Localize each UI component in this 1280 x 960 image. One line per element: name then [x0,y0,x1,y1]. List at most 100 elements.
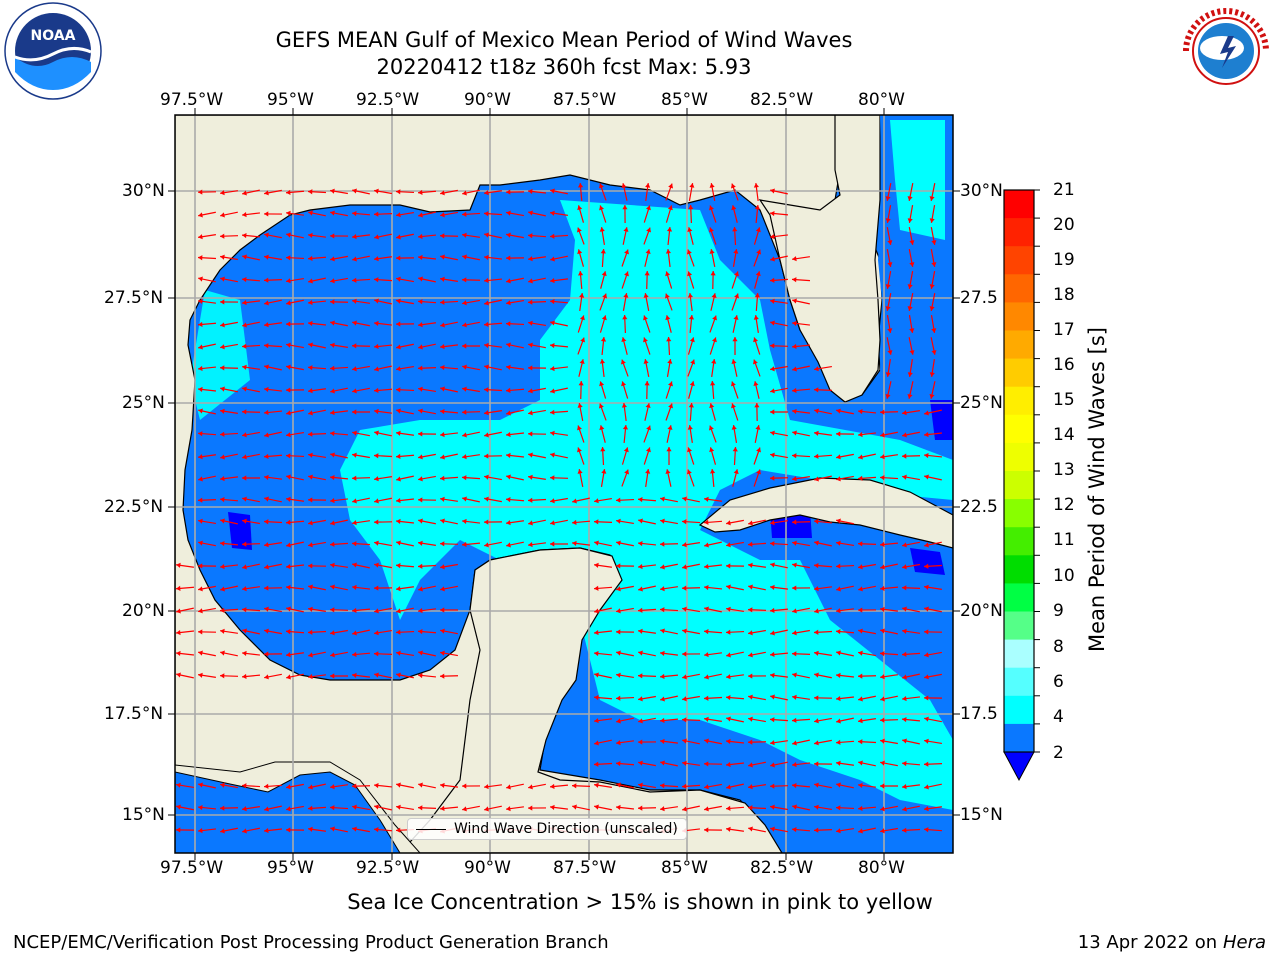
wind-wave-arrowhead [440,322,445,328]
wind-wave-arrowhead [242,828,247,834]
wind-wave-arrowhead [550,342,555,349]
wind-wave-arrowhead [924,629,929,635]
wind-wave-arrowhead [242,212,247,218]
wind-wave-arrowhead [440,299,445,305]
wind-wave-arrowhead [770,343,775,349]
wind-wave-arrowhead [352,783,357,789]
wind-wave-arrowhead [264,364,269,370]
wind-wave-arrowhead [687,425,693,430]
wind-wave-arrowhead [418,497,423,503]
wind-wave-arrowhead [308,232,313,238]
wind-wave-arrowhead [836,518,841,524]
wind-wave-arrowhead [440,408,445,415]
wind-wave-arrowhead [396,430,401,436]
wind-wave-arrowhead [198,804,203,811]
wind-wave-arrowhead [220,540,225,547]
wind-wave-arrowhead [902,761,907,767]
sea-ice-note: Sea Ice Concentration > 15% is shown in … [347,890,933,914]
wind-wave-arrowhead [792,343,797,350]
wind-wave-arrowhead [645,469,651,474]
wind-wave-arrowhead [440,475,445,481]
wind-wave-arrowhead [638,718,643,724]
wind-wave-arrowhead [220,322,225,328]
period-field-deep-6 [930,400,953,440]
wind-wave-arrowhead [198,321,203,327]
wind-wave-arrowhead [264,519,269,525]
wind-wave-arrowhead [462,211,467,217]
wind-wave-arrowhead [198,563,203,569]
wind-wave-arrowhead [601,315,607,321]
wind-wave-arrowhead [198,408,203,414]
colorbar-tick-6: 6 [1053,672,1064,692]
wind-wave-arrowhead [286,453,291,459]
lat-label-left-5: 17.5°N [104,704,164,724]
wind-wave-arrowhead [330,562,335,568]
wind-wave-arrowhead [198,586,203,592]
wind-wave-arrowhead [286,806,291,812]
wind-wave-arrowhead [770,541,775,547]
wind-wave-arrowhead [836,476,841,482]
wind-wave-arrowhead [396,563,401,569]
wind-wave-arrowhead [880,541,885,548]
wind-wave-arrowhead [770,630,775,636]
wind-wave-arrowhead [484,432,489,438]
wind-wave-arrowhead [748,805,753,811]
wind-wave-arrowhead [264,232,269,238]
wind-wave-arrowhead [624,469,630,475]
wind-wave-arrowhead [836,650,841,656]
wind-wave-arrowhead [709,249,715,254]
wind-wave-arrowhead [732,447,738,452]
wind-wave-arrowhead [814,718,819,724]
wind-wave-arrowhead [396,782,401,788]
wind-wave-arrowhead [660,518,665,524]
wind-wave-arrowhead [638,628,643,634]
wind-wave-arrowhead [308,255,313,261]
wind-wave-arrowhead [594,740,599,746]
wind-wave-arrowhead [880,783,885,789]
wind-wave-arrowhead [440,254,445,260]
wind-wave-arrowhead [396,321,401,327]
wind-wave-arrowhead [462,496,467,502]
wind-wave-arrowhead [242,783,247,789]
wind-wave-arrowhead [286,827,291,833]
wind-wave-arrowhead [242,564,247,570]
wind-wave-arrowhead [792,827,797,833]
wind-wave-arrowhead [550,541,555,547]
wind-wave-arrowhead [858,628,863,634]
wind-wave-arrowhead [396,408,401,414]
wind-wave-arrowhead [352,234,357,240]
wind-wave-arrowhead [396,212,401,218]
wind-wave-arrowhead [506,255,511,261]
wind-wave-arrowhead [792,320,797,326]
wind-wave-arrowhead [660,628,665,634]
wind-wave-arrowhead [756,249,762,255]
wind-wave-arrowhead [462,409,467,415]
colorbar-cell [1004,330,1034,360]
wind-wave-arrowhead [704,738,709,744]
wind-wave-arrowhead [931,262,937,267]
wind-wave-arrowhead [506,497,511,503]
footer-left: NCEP/EMC/Verification Post Processing Pr… [13,932,609,953]
wind-wave-arrowhead [600,249,606,254]
wind-wave-arrowhead [440,782,445,788]
wind-wave-arrowhead [484,232,489,238]
wind-wave-arrowhead [198,629,203,635]
lon-label-bottom-3: 90°W [464,858,511,878]
wind-wave-arrowhead [756,469,761,475]
colorbar-cell [1004,274,1034,303]
wind-wave-arrowhead [599,227,605,232]
wind-wave-arrowhead [748,630,753,636]
wind-wave-arrowhead [176,608,181,614]
wind-wave-arrowhead [528,520,533,526]
wind-wave-arrowhead [286,629,291,635]
wind-wave-arrowhead [330,210,335,216]
wind-wave-arrowhead [264,674,269,680]
wind-wave-arrowhead [374,608,379,614]
wind-wave-arrowhead [578,381,584,386]
wind-wave-arrowhead [929,394,935,399]
wind-wave-arrowhead [690,359,696,365]
wind-wave-arrowhead [770,409,775,415]
wind-wave-arrowhead [308,320,313,327]
wind-wave-arrowhead [792,476,797,482]
wind-wave-arrowhead [620,359,626,365]
